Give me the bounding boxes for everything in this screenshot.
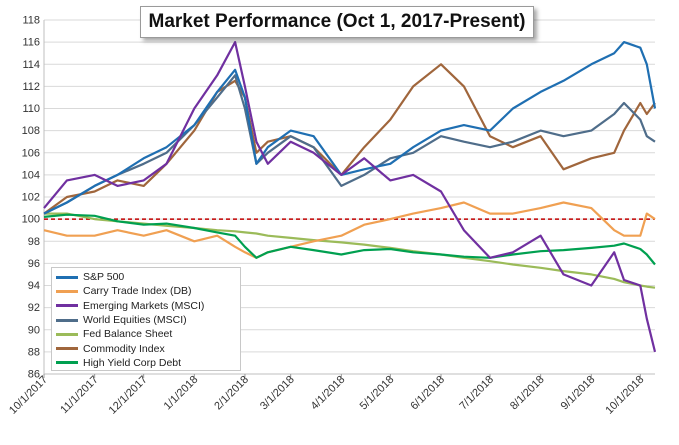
y-tick-label: 112 (22, 81, 40, 93)
legend-label: Fed Balance Sheet (83, 328, 173, 341)
series-line-emerging-markets-msci (43, 40, 657, 353)
series-lines (43, 40, 657, 353)
series-line-carry-trade-index-db (43, 201, 656, 259)
legend-swatch (56, 275, 78, 279)
legend-item: S&P 500 (56, 270, 236, 284)
series-line-s-p-500 (43, 40, 657, 215)
y-tick-label: 108 (22, 125, 40, 137)
y-tick-label: 86 (28, 369, 40, 381)
y-tick-label: 92 (28, 302, 40, 314)
legend-label: Commodity Index (83, 342, 165, 355)
legend-item: Emerging Markets (MSCI) (56, 299, 236, 313)
series-line-fed-balance-sheet (44, 212, 656, 289)
chart-title: Market Performance (Oct 1, 2017-Present) (140, 6, 534, 38)
legend-item: World Equities (MSCI) (56, 313, 236, 327)
y-tick-label: 104 (22, 169, 40, 181)
legend-swatch (56, 318, 78, 322)
legend-item: Commodity Index (56, 341, 236, 355)
y-axis: 86 88 90 92 94 96 98 100 102 104 106 108 110 112 114 11… (22, 15, 45, 381)
legend-label: World Equities (MSCI) (83, 314, 187, 327)
legend-label: High Yield Corp Debt (83, 356, 182, 369)
legend-swatch (56, 347, 78, 351)
y-tick-label: 106 (22, 147, 40, 159)
y-tick-label: 116 (22, 37, 40, 49)
legend-label: Emerging Markets (MSCI) (83, 299, 205, 312)
legend-swatch (56, 361, 78, 365)
y-tick-label: 94 (28, 280, 40, 292)
y-tick-label: 98 (28, 236, 40, 248)
y-tick-label: 100 (22, 214, 40, 226)
y-tick-label: 110 (22, 103, 40, 115)
series-line-high-yield-corp-debt (43, 213, 656, 266)
legend-label: Carry Trade Index (DB) (83, 285, 192, 298)
legend-swatch (56, 332, 78, 336)
legend-item: High Yield Corp Debt (56, 356, 236, 370)
legend-label: S&P 500 (83, 271, 125, 284)
y-tick-label: 118 (22, 15, 40, 27)
y-tick-label: 102 (22, 192, 40, 204)
y-tick-label: 88 (28, 346, 40, 358)
legend-swatch (56, 304, 78, 308)
y-tick-label: 114 (22, 59, 40, 71)
legend-swatch (56, 289, 78, 293)
series-line-world-equities-msci (43, 74, 656, 215)
legend-item: Fed Balance Sheet (56, 327, 236, 341)
legend-item: Carry Trade Index (DB) (56, 284, 236, 298)
legend: S&P 500 Carry Trade Index (DB) Emerging Ma… (51, 267, 241, 371)
y-tick-label: 96 (28, 258, 40, 270)
y-tick-label: 90 (28, 324, 40, 336)
